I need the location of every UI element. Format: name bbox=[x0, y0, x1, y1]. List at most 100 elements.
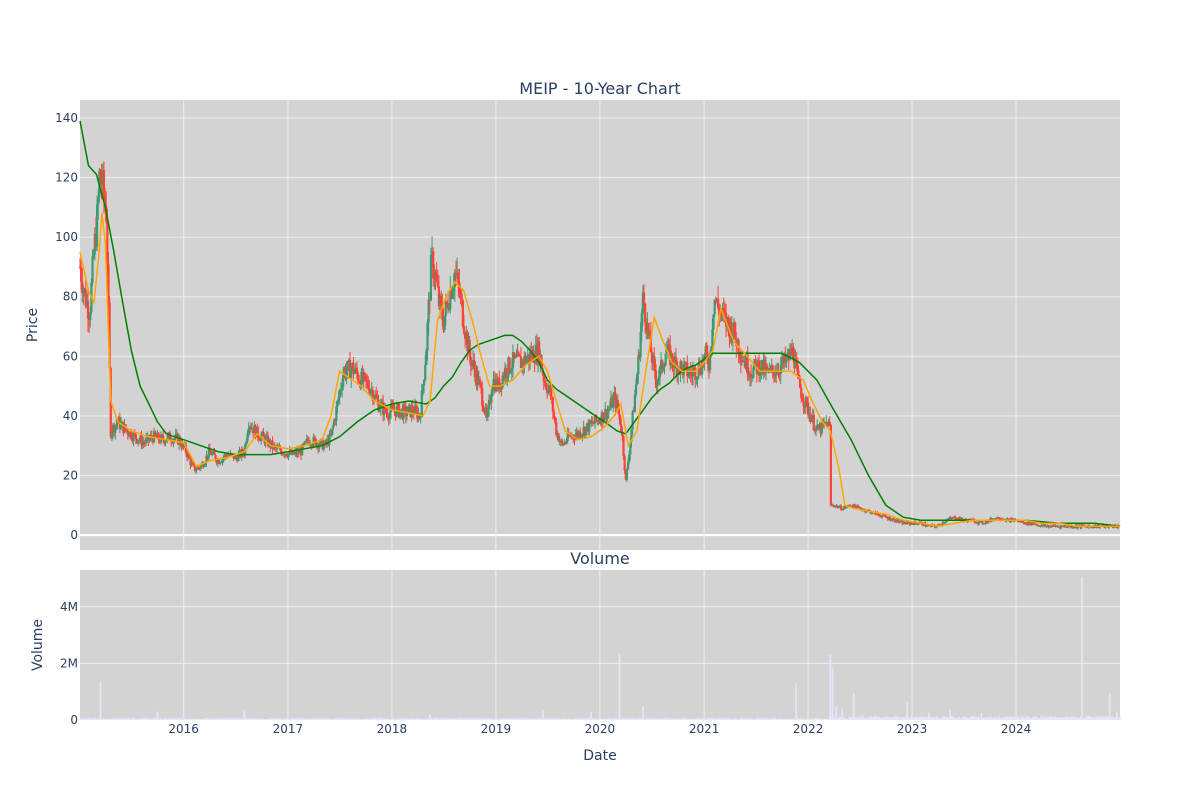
price-candle-body bbox=[508, 357, 511, 373]
price-candle-body bbox=[338, 390, 341, 398]
volume-bar bbox=[616, 719, 619, 720]
price-candle-body bbox=[193, 466, 197, 471]
volume-bar bbox=[728, 717, 730, 720]
volume-bar bbox=[305, 718, 307, 720]
price-candle-body bbox=[457, 272, 460, 283]
price-candle-body bbox=[882, 514, 885, 516]
volume-bar bbox=[336, 717, 338, 720]
price-candle-body bbox=[407, 406, 410, 414]
volume-bar bbox=[982, 717, 984, 720]
volume-bar bbox=[916, 716, 918, 720]
price-candle-body bbox=[987, 519, 990, 523]
volume-bar bbox=[966, 717, 968, 720]
volume-bar bbox=[1071, 716, 1073, 720]
price-candle-body bbox=[203, 465, 206, 468]
volume-bar bbox=[503, 718, 505, 720]
volume-bar bbox=[239, 717, 241, 720]
volume-bar bbox=[361, 718, 363, 720]
volume-bar bbox=[708, 717, 710, 720]
volume-bar bbox=[1051, 716, 1054, 720]
volume-bar bbox=[1104, 718, 1107, 720]
volume-bar bbox=[562, 719, 564, 720]
price-candle-body bbox=[865, 511, 868, 513]
volume-bar bbox=[527, 718, 529, 720]
volume-bar bbox=[142, 718, 144, 720]
price-candle-body bbox=[307, 441, 311, 445]
price-candle-body bbox=[604, 409, 607, 418]
price-y-axis-title: Price bbox=[25, 308, 41, 342]
volume-bar bbox=[334, 717, 337, 720]
price-candle-body bbox=[726, 316, 729, 327]
price-candle-body bbox=[113, 424, 116, 433]
price-candle-body bbox=[152, 431, 156, 443]
price-candle-body bbox=[364, 375, 368, 381]
volume-bar bbox=[865, 718, 867, 720]
price-candle-body bbox=[686, 362, 689, 377]
volume-bar bbox=[132, 717, 134, 720]
price-candle-body bbox=[482, 405, 485, 411]
volume-bar bbox=[992, 718, 994, 720]
volume-bar bbox=[454, 718, 456, 720]
volume-bar bbox=[976, 718, 978, 720]
price-candle-body bbox=[394, 411, 397, 417]
volume-bar bbox=[1089, 716, 1091, 720]
price-candle-body bbox=[142, 441, 145, 443]
volume-bar bbox=[234, 717, 236, 720]
volume-bar bbox=[1087, 715, 1089, 720]
volume-bar bbox=[113, 717, 115, 720]
volume-bar bbox=[365, 719, 367, 720]
volume-bar bbox=[722, 719, 725, 720]
price-candle-body bbox=[429, 255, 433, 301]
volume-bar bbox=[434, 717, 436, 720]
volume-bar bbox=[247, 718, 249, 720]
price-candle-body bbox=[82, 289, 85, 294]
price-candle-body bbox=[554, 416, 557, 423]
price-candle-body bbox=[116, 422, 119, 425]
price-candle-body bbox=[345, 370, 348, 377]
price-candle-body bbox=[902, 522, 905, 525]
volume-bar bbox=[425, 718, 427, 720]
volume-bar bbox=[480, 718, 482, 720]
volume-bar bbox=[397, 718, 399, 720]
volume-bar bbox=[951, 716, 953, 720]
volume-bar bbox=[897, 717, 899, 720]
volume-bar bbox=[1099, 716, 1101, 720]
volume-bar bbox=[885, 716, 887, 720]
volume-bar bbox=[942, 716, 944, 720]
volume-bar bbox=[582, 718, 584, 720]
price-candle-body bbox=[533, 362, 536, 364]
volume-bar bbox=[566, 719, 568, 720]
volume-bar bbox=[646, 717, 649, 720]
volume-bar bbox=[1016, 716, 1019, 720]
volume-bar bbox=[497, 718, 499, 720]
volume-bar bbox=[733, 717, 735, 720]
volume-bar bbox=[1004, 716, 1007, 720]
volume-bar bbox=[421, 718, 423, 720]
volume-bar bbox=[899, 718, 901, 720]
price-candle-body bbox=[853, 504, 856, 507]
price-candle-body bbox=[295, 450, 298, 455]
volume-bar bbox=[1079, 718, 1081, 720]
price-candle-body bbox=[198, 467, 201, 469]
volume-bar bbox=[383, 718, 385, 720]
volume-bar bbox=[193, 719, 195, 720]
volume-bar bbox=[357, 718, 360, 720]
volume-bar bbox=[1010, 717, 1013, 720]
volume-bar bbox=[504, 718, 506, 720]
volume-bar bbox=[981, 718, 984, 720]
volume-bar bbox=[216, 718, 219, 720]
price-candle-body bbox=[834, 506, 837, 508]
volume-bar bbox=[360, 719, 362, 720]
price-candle-body bbox=[544, 382, 548, 389]
volume-bar bbox=[898, 717, 900, 720]
volume-bar bbox=[822, 719, 825, 720]
volume-bar bbox=[551, 719, 554, 720]
volume-bar bbox=[440, 717, 442, 720]
volume-bar bbox=[164, 717, 166, 720]
price-candle-body bbox=[304, 441, 307, 443]
volume-bar bbox=[780, 718, 782, 720]
volume-bar bbox=[478, 717, 480, 720]
price-candle-body bbox=[609, 398, 613, 408]
price-y-tick-label: 40 bbox=[63, 409, 78, 423]
